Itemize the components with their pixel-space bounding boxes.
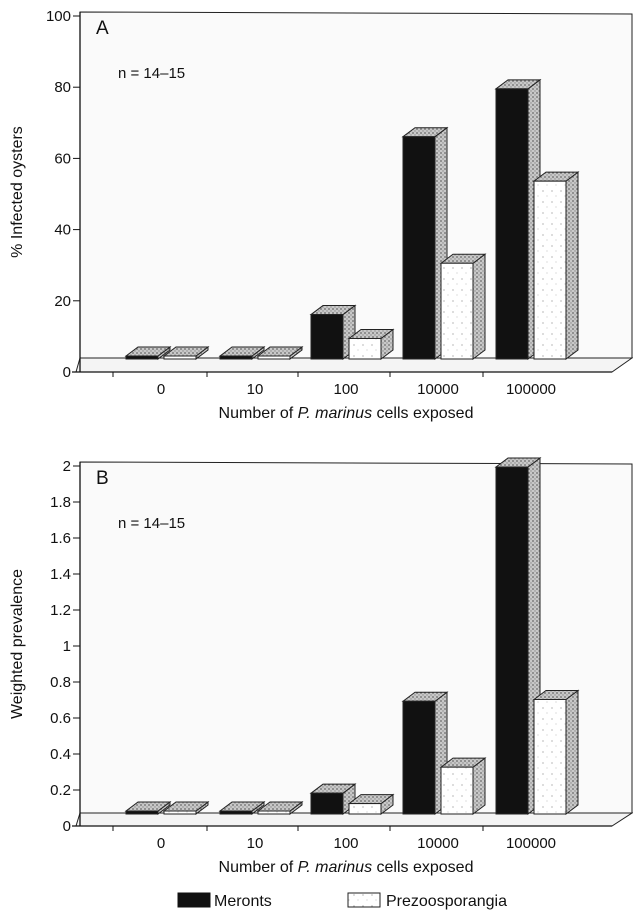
x-tick-label: 0	[157, 381, 165, 398]
y-tick-label: 40	[54, 222, 71, 239]
bar-prezoosporangia-100	[347, 793, 395, 815]
bar-meronts-front	[495, 88, 529, 360]
y-tick-label: 0.8	[50, 674, 71, 691]
bar-prezoosporangia-front	[257, 355, 291, 360]
y-tick-label: 0.2	[50, 782, 71, 799]
y-tick-label: 0.6	[50, 710, 71, 727]
y-axis-title: % Infected oysters	[9, 126, 26, 258]
bar-prezoosporangia-100000	[532, 689, 580, 815]
bar-prezoosporangia-front	[533, 180, 567, 360]
bar-meronts-100000	[494, 78, 542, 360]
bar-meronts-10000	[401, 126, 449, 360]
bar-prezoosporangia-front	[163, 810, 197, 815]
bar-meronts-100	[309, 783, 357, 815]
bar-meronts-100000	[494, 457, 542, 815]
x-tick-label: 10000	[417, 381, 459, 398]
bar-prezoosporangia-front	[348, 337, 382, 360]
floor	[75, 357, 633, 373]
y-tick-label: 1.6	[50, 530, 71, 547]
legend: Meronts Prezoosporangia	[177, 892, 507, 910]
x-tick-label: 10	[247, 381, 264, 398]
panel-letter: A	[96, 18, 109, 39]
legend-label-prezoosporangia: Prezoosporangia	[386, 893, 507, 910]
x-tick-label: 10000	[417, 835, 459, 852]
bar-prezoosporangia-0	[162, 801, 210, 815]
bar-meronts-front	[219, 355, 253, 360]
bar-prezoosporangia-front	[163, 355, 197, 360]
bar-prezoosporangia-10000	[439, 757, 487, 815]
y-tick-label: 1.2	[50, 602, 71, 619]
bar-prezoosporangia-10	[256, 801, 304, 815]
bar-prezoosporangia-front	[257, 810, 291, 815]
y-tick-label: 60	[54, 150, 71, 167]
sample-size-annotation: n = 14–15	[118, 515, 185, 532]
y-tick-label: 1	[63, 638, 71, 655]
floor	[75, 812, 633, 827]
bar-meronts-front	[310, 792, 344, 815]
bar-meronts-front	[402, 700, 436, 815]
y-tick-label: 1.4	[50, 566, 71, 583]
bar-prezoosporangia-side	[472, 757, 486, 815]
bar-meronts-front	[219, 810, 253, 815]
bar-prezoosporangia-side	[565, 171, 579, 360]
bar-prezoosporangia-side	[565, 689, 579, 815]
x-tick-label: 0	[157, 835, 165, 852]
bar-prezoosporangia-100	[347, 328, 395, 360]
bar-prezoosporangia-side	[472, 253, 486, 360]
legend-swatch-prezoosporangia	[347, 892, 381, 908]
x-tick-label: 100	[333, 835, 358, 852]
panel-letter: B	[96, 468, 109, 489]
bar-prezoosporangia-front	[440, 262, 474, 360]
bar-meronts-front	[402, 136, 436, 360]
bar-meronts-front	[495, 466, 529, 815]
bar-meronts-10	[218, 346, 266, 360]
y-axis-title: Weighted prevalence	[9, 569, 26, 719]
y-tick-label: 80	[54, 79, 71, 96]
y-tick-label: 0	[63, 818, 71, 835]
bar-prezoosporangia-100000	[532, 171, 580, 360]
x-tick-label: 100000	[506, 835, 556, 852]
bar-meronts-0	[124, 801, 172, 815]
x-axis-title: Number of P. marinus cells exposed	[219, 405, 474, 422]
y-tick-label: 2	[63, 458, 71, 475]
x-tick-label: 10	[247, 835, 264, 852]
panel-a: 0 20 40 60 80 100 0 10 100 10000 100000 Number of P…	[9, 8, 633, 422]
y-tick-label: 0.4	[50, 746, 71, 763]
x-axis-title: Number of P. marinus cells exposed	[219, 859, 474, 876]
bar-prezoosporangia-front	[533, 698, 567, 815]
bar-meronts-10	[218, 801, 266, 815]
y-tick-label: 1.8	[50, 494, 71, 511]
y-tick-label: 20	[54, 293, 71, 310]
x-tick-label: 100	[333, 381, 358, 398]
y-tick-label: 0	[63, 364, 71, 381]
bar-prezoosporangia-front	[440, 766, 474, 815]
bar-prezoosporangia-10000	[439, 253, 487, 360]
bar-meronts-100	[309, 304, 357, 360]
bar-prezoosporangia-front	[348, 803, 382, 815]
x-tick-label: 100000	[506, 381, 556, 398]
legend-swatch-meronts	[177, 892, 211, 908]
bar-meronts-0	[124, 346, 172, 360]
y-tick-label: 100	[46, 8, 71, 25]
bar-meronts-10000	[401, 691, 449, 815]
bar-prezoosporangia-0	[162, 346, 210, 360]
legend-label-meronts: Meronts	[214, 893, 272, 910]
bar-meronts-front	[125, 355, 159, 360]
bar-prezoosporangia-10	[256, 346, 304, 360]
panel-b: 0 0.2 0.4 0.6 0.8 1 1.2 1.4 1.6 1.8 2 0 10 100 10000 10…	[9, 457, 633, 876]
sample-size-annotation: n = 14–15	[118, 65, 185, 82]
bar-meronts-front	[310, 314, 344, 360]
bar-meronts-front	[125, 810, 159, 815]
